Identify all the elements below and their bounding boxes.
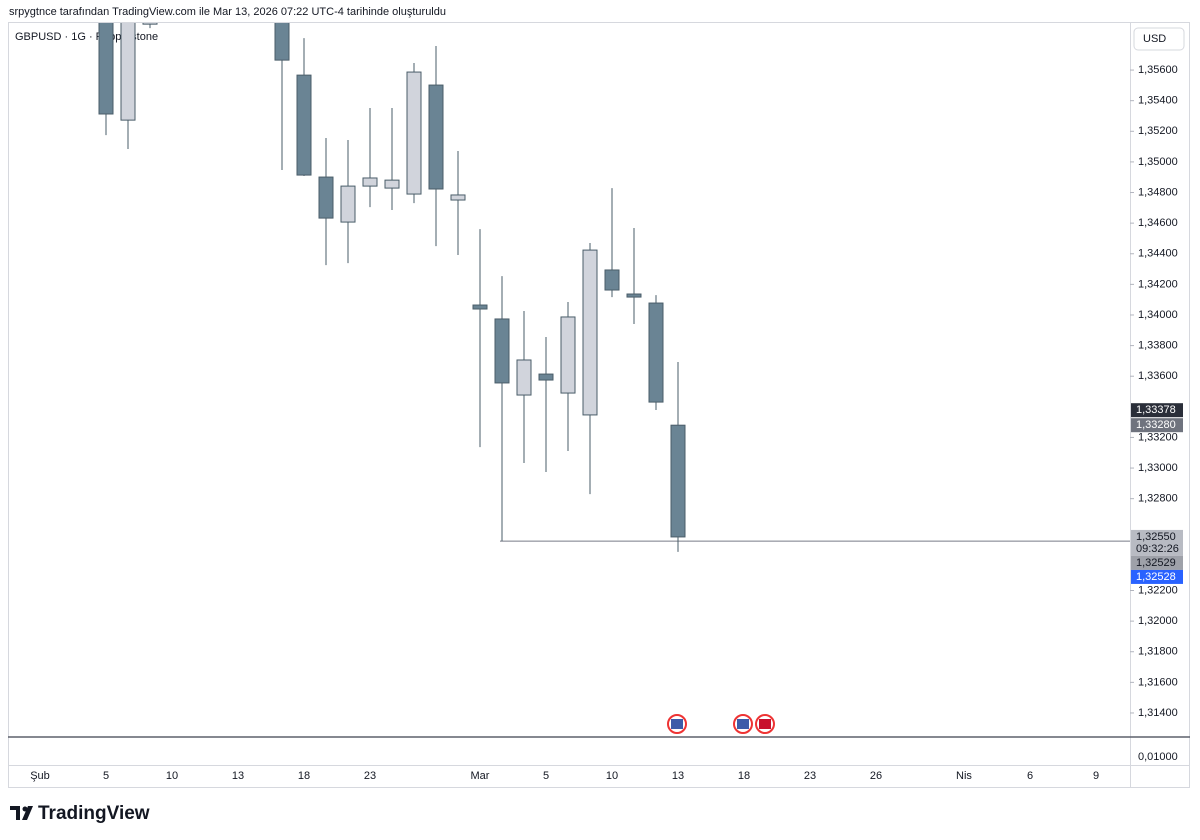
candle-body xyxy=(428,84,444,190)
price-label-box xyxy=(1131,403,1183,418)
y-tick-label: 1,35400 xyxy=(1138,95,1178,107)
price-label: 1,32550 xyxy=(1136,531,1176,543)
y-tick-label: 1,32200 xyxy=(1138,584,1178,596)
y-tick-label: 1,34800 xyxy=(1138,186,1178,198)
y-tick-label: 1,31600 xyxy=(1138,676,1178,688)
candle-body xyxy=(450,194,466,201)
x-tick-label: Nis xyxy=(956,770,972,782)
x-tick-label: Mar xyxy=(471,770,490,782)
candle-body xyxy=(648,302,664,403)
candle-body xyxy=(604,269,620,291)
x-tick-label: 5 xyxy=(103,770,109,782)
x-tick-label: 13 xyxy=(672,770,684,782)
logo-dot xyxy=(22,806,28,812)
x-tick-label: 18 xyxy=(738,770,750,782)
volume-tick-label: 0,01000 xyxy=(1138,751,1178,763)
x-tick-label: Şub xyxy=(30,770,50,782)
candle-body xyxy=(560,316,576,394)
candle-body xyxy=(626,293,642,298)
x-tick-label: 26 xyxy=(870,770,882,782)
y-tick-label: 1,33200 xyxy=(1138,431,1178,443)
y-tick-label: 1,35200 xyxy=(1138,125,1178,137)
x-tick-label: 23 xyxy=(804,770,816,782)
x-tick-label: 18 xyxy=(298,770,310,782)
countdown: 09:32:26 xyxy=(1136,543,1179,555)
candle-body xyxy=(582,249,598,416)
candle-body xyxy=(538,373,554,381)
price-label-box xyxy=(1131,529,1183,556)
candles xyxy=(98,23,1130,552)
y-tick-label: 1,34600 xyxy=(1138,217,1178,229)
y-tick-label: 1,34200 xyxy=(1138,278,1178,290)
x-tick-label: 10 xyxy=(606,770,618,782)
candle-body xyxy=(516,359,532,396)
y-tick-label: 1,35000 xyxy=(1138,156,1178,168)
price-label: 1,32528 xyxy=(1136,571,1176,583)
header-text: srpygtnce tarafından TradingView.com ile… xyxy=(9,6,446,18)
currency-box[interactable] xyxy=(1133,27,1185,51)
price-label: 1,33280 xyxy=(1136,419,1176,431)
candle-body xyxy=(362,177,378,187)
candle-body xyxy=(120,23,136,121)
x-tick-label: 13 xyxy=(232,770,244,782)
price-label-box xyxy=(1131,418,1183,433)
y-tick-label: 1,34000 xyxy=(1138,309,1178,321)
x-tick-label: 10 xyxy=(166,770,178,782)
y-tick-label: 1,32000 xyxy=(1138,615,1178,627)
chart-frame xyxy=(8,22,1190,788)
price-label: 1,33378 xyxy=(1136,404,1176,416)
flag xyxy=(737,719,749,729)
y-tick-label: 1,33600 xyxy=(1138,370,1178,382)
y-tick-label: 1,34400 xyxy=(1138,248,1178,260)
x-tick-label: 5 xyxy=(543,770,549,782)
price-label-box xyxy=(1131,569,1183,584)
price-label: 1,32529 xyxy=(1136,557,1176,569)
candle-body xyxy=(98,23,114,115)
candle-body xyxy=(296,74,312,176)
candle-body xyxy=(494,318,510,384)
event-icons[interactable] xyxy=(667,714,775,734)
candle-body xyxy=(384,179,400,189)
currency[interactable]: USD xyxy=(1143,33,1166,45)
y-tick-label: 1,31400 xyxy=(1138,707,1178,719)
symbol-legend: GBPUSD · 1G · Pepperstone xyxy=(15,31,158,43)
x-tick-label: 9 xyxy=(1093,770,1099,782)
logo: TradingView xyxy=(10,803,150,824)
candle-body xyxy=(340,185,356,223)
candle-body xyxy=(318,176,334,219)
y-tick-label: 1,32800 xyxy=(1138,493,1178,505)
x-tick-label: 23 xyxy=(364,770,376,782)
candle-body xyxy=(670,424,686,538)
x-tick-label: 6 xyxy=(1027,770,1033,782)
y-tick-label: 1,33800 xyxy=(1138,340,1178,352)
candle-body xyxy=(472,304,488,310)
flag xyxy=(671,719,683,729)
candle-body xyxy=(406,71,422,195)
y-tick-label: 1,31800 xyxy=(1138,646,1178,658)
price-label-box xyxy=(1131,555,1183,570)
candle-body xyxy=(274,23,290,61)
y-tick-label: 1,35600 xyxy=(1138,64,1178,76)
y-tick-label: 1,33000 xyxy=(1138,462,1178,474)
candle-body xyxy=(142,23,158,25)
flag xyxy=(759,719,771,729)
logo-text: TradingView xyxy=(38,803,150,824)
